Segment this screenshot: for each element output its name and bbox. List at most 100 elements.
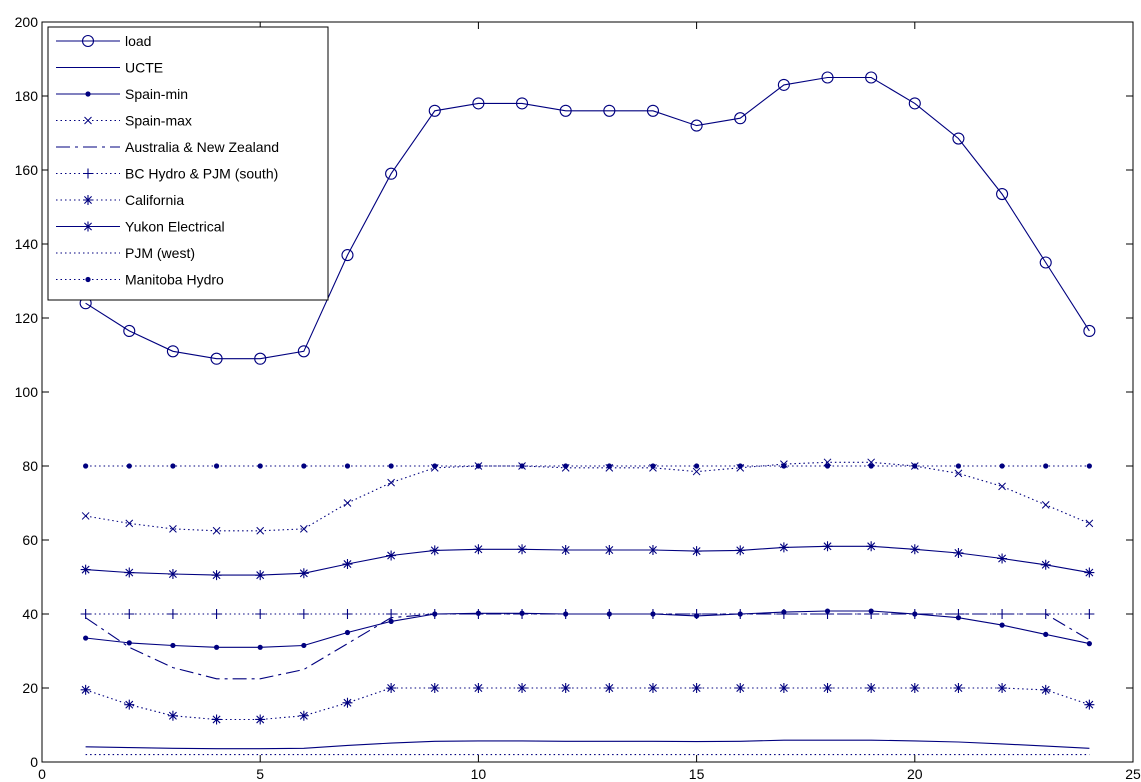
data-point-yukon-electrical-12 [560,544,571,555]
data-point-bc-hydro-pjm-south-6 [298,609,309,619]
data-point-manitoba-hydro-9 [432,463,438,469]
data-point-spain-max-7 [343,499,352,507]
data-point-bc-hydro-pjm-south-5 [255,609,266,619]
data-point-load-3 [166,345,179,358]
data-point-bc-hydro-pjm-south-8 [386,609,397,619]
data-point-california-11 [517,683,528,693]
data-point-spain-max-18 [823,458,832,467]
series-load [79,71,1096,365]
data-point-california-23 [1040,684,1051,695]
data-point-bc-hydro-pjm-south-21 [953,609,964,619]
data-point-bc-hydro-pjm-south-2 [124,609,135,619]
data-point-manitoba-hydro-6 [301,463,307,469]
series-bc-hydro-pjm-south [80,609,1095,619]
data-point-california-12 [560,683,571,693]
legend-label-yukon-electrical: Yukon Electrical [125,219,225,235]
data-point-manitoba-hydro-11 [519,463,525,469]
series-california [80,683,1095,725]
data-point-yukon-electrical-13 [604,544,615,555]
data-point-bc-hydro-pjm-south-20 [909,609,920,619]
data-point-spain-min-8 [388,618,394,625]
series-yukon-electrical [80,541,1095,581]
data-point-manitoba-hydro-2 [126,463,132,469]
data-point-yukon-electrical-5 [255,570,266,581]
data-point-yukon-electrical-10 [473,544,484,555]
data-point-manitoba-hydro-18 [824,463,831,469]
data-point-manitoba-hydro-19 [868,463,874,469]
data-point-load-10 [472,97,485,110]
data-point-yukon-electrical-11 [517,544,528,555]
data-point-yukon-electrical-18 [822,541,833,552]
data-point-yukon-electrical-3 [167,569,178,580]
legend-label-ucte: UCTE [125,60,163,76]
data-point-yukon-electrical-2 [124,567,135,578]
data-point-bc-hydro-pjm-south-17 [778,609,789,619]
data-point-california-13 [604,683,615,693]
legend-marker-spain-max [84,116,92,125]
y-tick-label-0: 0 [30,754,38,770]
data-point-california-24 [1084,699,1095,710]
data-point-yukon-electrical-1 [80,564,91,575]
data-point-load-13 [603,104,616,117]
data-point-bc-hydro-pjm-south-19 [866,609,877,619]
series-spain-max [81,458,1094,535]
data-point-california-17 [778,683,789,693]
data-point-spain-max-22 [998,482,1006,491]
series-manitoba-hydro [83,463,1092,469]
legend-marker-california [83,195,93,205]
data-point-manitoba-hydro-15 [694,463,700,469]
legend-label-load: load [125,33,151,49]
data-point-load-23 [1039,256,1052,269]
data-point-bc-hydro-pjm-south-15 [691,609,702,619]
data-point-bc-hydro-pjm-south-12 [560,609,571,619]
legend-label-spain-min: Spain-min [125,86,188,102]
data-point-california-21 [953,683,964,693]
legend-marker-load [81,34,95,48]
y-tick-label-200: 200 [15,14,39,30]
data-point-california-2 [124,699,135,710]
data-point-california-8 [386,683,397,693]
data-point-spain-max-23 [1041,500,1050,509]
data-point-spain-max-24 [1085,519,1094,528]
legend-marker-yukon-electrical [83,221,93,232]
data-point-load-2 [123,324,136,338]
series-line-ucte [85,739,1090,750]
y-tick-label-160: 160 [15,162,39,178]
data-point-bc-hydro-pjm-south-18 [822,609,833,619]
y-tick-label-120: 120 [15,310,39,326]
data-point-yukon-electrical-4 [211,570,222,581]
data-point-manitoba-hydro-10 [475,463,481,469]
data-point-manitoba-hydro-17 [781,463,787,469]
data-point-yukon-electrical-20 [909,544,920,555]
data-point-yukon-electrical-24 [1084,567,1095,578]
data-point-yukon-electrical-22 [997,553,1008,564]
data-point-load-14 [646,104,660,117]
data-point-manitoba-hydro-3 [170,463,176,469]
data-point-california-5 [255,714,266,725]
data-point-spain-max-5 [256,526,265,535]
data-point-spain-min-6 [301,642,307,649]
data-point-yukon-electrical-23 [1040,559,1051,570]
data-point-load-11 [515,97,529,110]
data-point-bc-hydro-pjm-south-22 [997,609,1008,619]
data-point-spain-max-21 [954,469,963,478]
data-point-california-14 [647,683,658,693]
data-point-manitoba-hydro-4 [213,463,220,469]
data-point-manitoba-hydro-24 [1086,463,1092,469]
data-point-spain-min-23 [1043,631,1049,637]
data-point-spain-min-1 [83,635,89,641]
data-point-bc-hydro-pjm-south-24 [1084,609,1095,619]
data-point-spain-max-19 [867,458,876,467]
data-point-manitoba-hydro-22 [999,463,1005,469]
data-point-spain-min-24 [1086,641,1092,647]
data-point-load-20 [908,97,921,110]
series-line-yukon-electrical [85,545,1090,576]
data-point-load-8 [385,167,398,180]
data-point-load-4 [210,352,223,365]
data-point-spain-min-4 [213,644,220,650]
data-point-california-10 [473,683,484,693]
data-point-yukon-electrical-16 [735,545,746,556]
data-point-bc-hydro-pjm-south-1 [80,609,91,619]
series-ucte [85,739,1090,750]
